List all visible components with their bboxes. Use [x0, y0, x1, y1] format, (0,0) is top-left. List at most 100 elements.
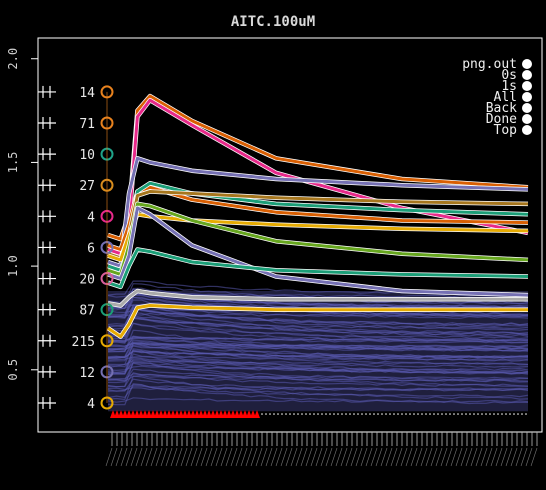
stimulus-marker [242, 410, 248, 418]
x-tick-label-glyph [120, 447, 128, 467]
legend-item-label[interactable]: 1s [501, 79, 517, 94]
stimulus-marker [114, 410, 120, 418]
x-tick-label-glyph [465, 447, 473, 467]
x-tick-label-glyph [220, 447, 228, 467]
x-tick-label-glyph [260, 447, 268, 467]
x-tick-label-glyph [150, 447, 158, 467]
legend-item-button[interactable] [522, 103, 532, 113]
bulk-trace [107, 329, 529, 353]
series-line [107, 206, 529, 297]
x-tick-label-glyph [480, 447, 488, 467]
window-dot [297, 413, 299, 415]
series-layer [106, 93, 529, 339]
bulk-trace [107, 305, 529, 319]
x-tick-label-glyph [105, 447, 113, 467]
x-tick-label-glyph [130, 447, 138, 467]
x-tick-label-glyph [470, 447, 478, 467]
x-tick-label-glyph [185, 447, 193, 467]
legend-item-button[interactable] [522, 59, 532, 69]
x-tick-label-glyph [340, 447, 348, 467]
window-dot [325, 413, 327, 415]
legend-item-label[interactable]: Top [494, 123, 518, 138]
window-dot [469, 413, 471, 415]
series-line [107, 248, 529, 289]
x-tick-label-glyph [245, 447, 253, 467]
legend-item-label[interactable]: 0s [501, 68, 517, 83]
x-tick-label-glyph [435, 447, 443, 467]
window-dot [517, 413, 519, 415]
cluster-count: 71 [79, 117, 95, 132]
window-dot [337, 413, 339, 415]
bulk-trace [107, 385, 529, 399]
window-dot [357, 413, 359, 415]
stimulus-marker [210, 410, 216, 418]
window-dot [305, 413, 307, 415]
legend-item-label[interactable]: All [494, 90, 517, 105]
window-dot [269, 413, 271, 415]
x-tick-label-glyph [350, 447, 358, 467]
bulk-trace [107, 311, 529, 338]
window-dot [461, 413, 463, 415]
window-dot [409, 413, 411, 415]
bulk-trace [107, 343, 529, 349]
cluster-count: 6 [87, 241, 95, 256]
window-dot [389, 413, 391, 415]
stimulus-marker [214, 410, 220, 418]
x-tick-label-glyph [160, 447, 168, 467]
legend-item-button[interactable] [522, 92, 532, 102]
legend-item-button[interactable] [522, 81, 532, 91]
window-dot [377, 413, 379, 415]
window-dot [281, 413, 283, 415]
window-dot [521, 413, 523, 415]
window-dot [353, 413, 355, 415]
x-tick-label-glyph [205, 447, 213, 467]
window-dot [329, 413, 331, 415]
x-tick-label-glyph [490, 447, 498, 467]
bulk-trace [107, 317, 529, 343]
cluster-count: 12 [79, 366, 95, 381]
window-dot [301, 413, 303, 415]
x-tick-label-glyph [425, 447, 433, 467]
stimulus-marker [254, 410, 260, 418]
window-dot [449, 413, 451, 415]
stimulus-marker [110, 410, 116, 418]
series-line [107, 185, 529, 251]
legend-item-button[interactable] [522, 114, 532, 124]
x-tick-label-glyph [240, 447, 248, 467]
y-tick-label: 1.5 [6, 152, 20, 174]
stimulus-marker [166, 410, 172, 418]
bulk-trace [107, 397, 529, 404]
x-tick-label-glyph [145, 447, 153, 467]
x-tick-label-glyph [230, 447, 238, 467]
legend-item-label[interactable]: Done [486, 112, 517, 127]
window-dot [429, 413, 431, 415]
window-dot [497, 413, 499, 415]
x-tick-label-glyph [475, 447, 483, 467]
x-tick-label-glyph [180, 447, 188, 467]
legend-item-label[interactable]: png.out [462, 57, 517, 72]
window-dot [405, 413, 407, 415]
x-tick-label-glyph [215, 447, 223, 467]
window-dot [437, 413, 439, 415]
legend-item-label[interactable]: Back [486, 101, 517, 116]
series-line [107, 289, 528, 307]
bulk-trace [107, 358, 529, 375]
x-tick-label-glyph [165, 447, 173, 467]
chart-title: AITC.100uM [231, 14, 315, 30]
stimulus-marker [142, 410, 148, 418]
bulk-trace [107, 372, 529, 388]
x-tick-label-glyph [200, 447, 208, 467]
bulk-trace [108, 373, 529, 380]
legend-item-button[interactable] [522, 125, 532, 135]
x-tick-label-glyph [370, 447, 378, 467]
legend-item-button[interactable] [522, 70, 532, 80]
stimulus-marker [218, 410, 224, 418]
x-tick-label-glyph [385, 447, 393, 467]
x-tick-label-glyph [135, 447, 143, 467]
x-tick-label-glyph [155, 447, 163, 467]
window-dot [509, 413, 511, 415]
window-dot [361, 413, 363, 415]
stimulus-marker [130, 410, 136, 418]
